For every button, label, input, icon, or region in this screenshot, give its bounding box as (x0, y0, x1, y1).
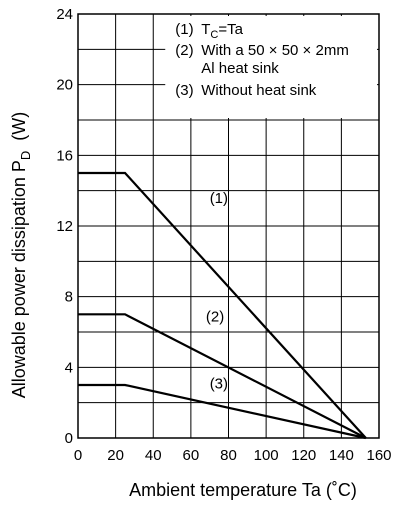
y-tick-label: 4 (65, 359, 73, 376)
x-tick-label: 120 (291, 447, 316, 464)
x-tick-label: 160 (366, 447, 391, 464)
y-tick-label: 12 (56, 218, 73, 235)
curve-3 (78, 383, 367, 440)
legend-item-text: Without heat sink (201, 82, 317, 99)
x-axis-label: Ambient temperature Ta (˚C) (129, 480, 357, 500)
curve-1 (78, 171, 367, 439)
curve-labels: (1) (2) (3) (206, 190, 228, 392)
y-axis-label-subscript: D (18, 151, 33, 160)
legend-text-part: Al heat sink (201, 60, 279, 77)
x-tick-label: 60 (183, 447, 200, 464)
legend-item-marker: (3) (175, 82, 193, 99)
y-tick-label: 20 (56, 77, 73, 94)
plot-frame (77, 13, 380, 439)
legend-text-part: T (201, 21, 210, 38)
y-tick-label: 0 (65, 430, 73, 447)
x-tick-labels: 0 20 40 60 80 100 120 140 160 (74, 447, 392, 464)
y-tick-label: 24 (56, 6, 73, 23)
y-axis-label: Allowable power dissipation PD (W) (9, 112, 33, 399)
legend-text-part: =Ta (218, 21, 243, 38)
curve-label-2: (2) (206, 308, 224, 325)
curves (78, 171, 367, 440)
y-axis-label-main: Allowable power dissipation P (9, 160, 29, 398)
legend-item-text: TC=Ta (201, 21, 243, 41)
curve-label-3: (3) (210, 376, 228, 393)
legend-text-part: C (210, 29, 218, 41)
x-tick-label: 80 (220, 447, 237, 464)
curve-label-1: (1) (210, 190, 228, 207)
legend-item-marker: (1) (175, 21, 193, 38)
legend-item-marker: (2) (175, 42, 193, 59)
legend-text-part: With a 50 × 50 × 2mm (201, 42, 349, 59)
legend-background (165, 16, 377, 118)
legend-item-text: With a 50 × 50 × 2mm (201, 42, 349, 59)
x-tick-label: 140 (329, 447, 354, 464)
y-tick-label: 8 (65, 289, 73, 306)
x-tick-label: 0 (74, 447, 82, 464)
y-tick-label: 16 (56, 147, 73, 164)
x-tick-label: 20 (107, 447, 124, 464)
curve-2 (78, 313, 367, 439)
x-tick-label: 100 (254, 447, 279, 464)
legend-text-part: Without heat sink (201, 82, 317, 99)
legend-item-text: Al heat sink (201, 60, 279, 77)
x-tick-label: 40 (145, 447, 162, 464)
y-axis-label-unit: (W) (9, 112, 29, 141)
y-tick-labels: 0 4 8 12 16 20 24 (56, 6, 73, 447)
